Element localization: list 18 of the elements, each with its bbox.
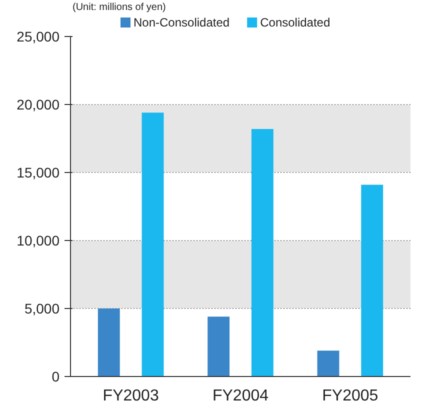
x-tick-label: FY2004 [212, 388, 269, 404]
legend-label: Consolidated [260, 16, 330, 30]
bar [251, 128, 274, 376]
bar [142, 112, 164, 376]
x-tick-label: FY2003 [102, 388, 159, 404]
y-tick-label: 5,000 [24, 300, 60, 316]
x-tick-label: FY2005 [322, 388, 378, 404]
bar [208, 316, 230, 376]
y-tick-label: 0 [52, 368, 60, 384]
text: (Unit: millions of yen) [72, 2, 166, 13]
y-tick-label: 15,000 [16, 164, 60, 180]
y-tick-label: 20,000 [16, 96, 60, 112]
y-tick-label: 10,000 [16, 232, 60, 248]
bar [98, 308, 120, 376]
legend-label: Non-Consolidated [134, 16, 230, 30]
bar [317, 350, 340, 376]
y-tick-label: 25,000 [16, 28, 60, 44]
bar [361, 184, 384, 376]
